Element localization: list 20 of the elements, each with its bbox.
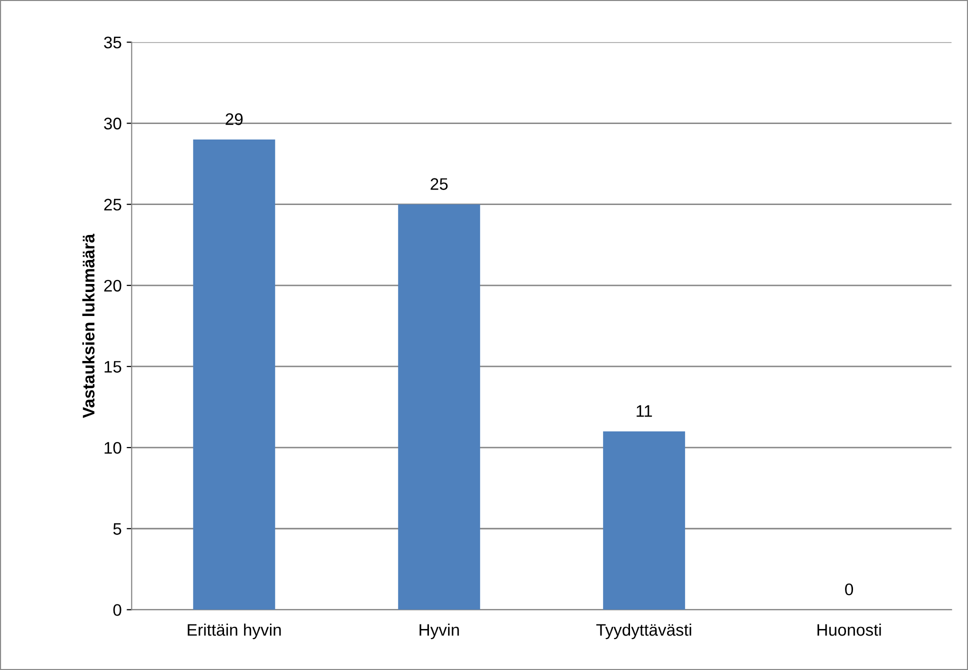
x-tick-label: Tyydyttävästi: [596, 624, 692, 640]
y-tick-label: 35: [104, 36, 122, 48]
y-tick-label: 30: [104, 118, 122, 130]
y-tick-label: 20: [104, 280, 122, 292]
y-tick-label: 0: [113, 604, 122, 616]
data-label: 11: [636, 405, 652, 417]
y-tick-label: 15: [104, 361, 122, 373]
data-label: 0: [845, 583, 854, 596]
bar: [193, 139, 276, 610]
bar: [398, 204, 480, 610]
data-label: 25: [430, 178, 448, 190]
bar: [603, 431, 686, 610]
y-tick-label: 10: [104, 442, 122, 454]
y-tick-label: 5: [113, 523, 122, 535]
x-tick-label: Hyvin: [420, 624, 459, 640]
y-axis-title: Vastauksien lukumäärä: [82, 234, 95, 418]
data-label: 29: [226, 113, 243, 126]
y-tick-label: 25: [104, 198, 122, 211]
x-tick-label: Huonosti: [818, 624, 881, 636]
x-tick-label: Erittäin hyvin: [188, 624, 281, 640]
